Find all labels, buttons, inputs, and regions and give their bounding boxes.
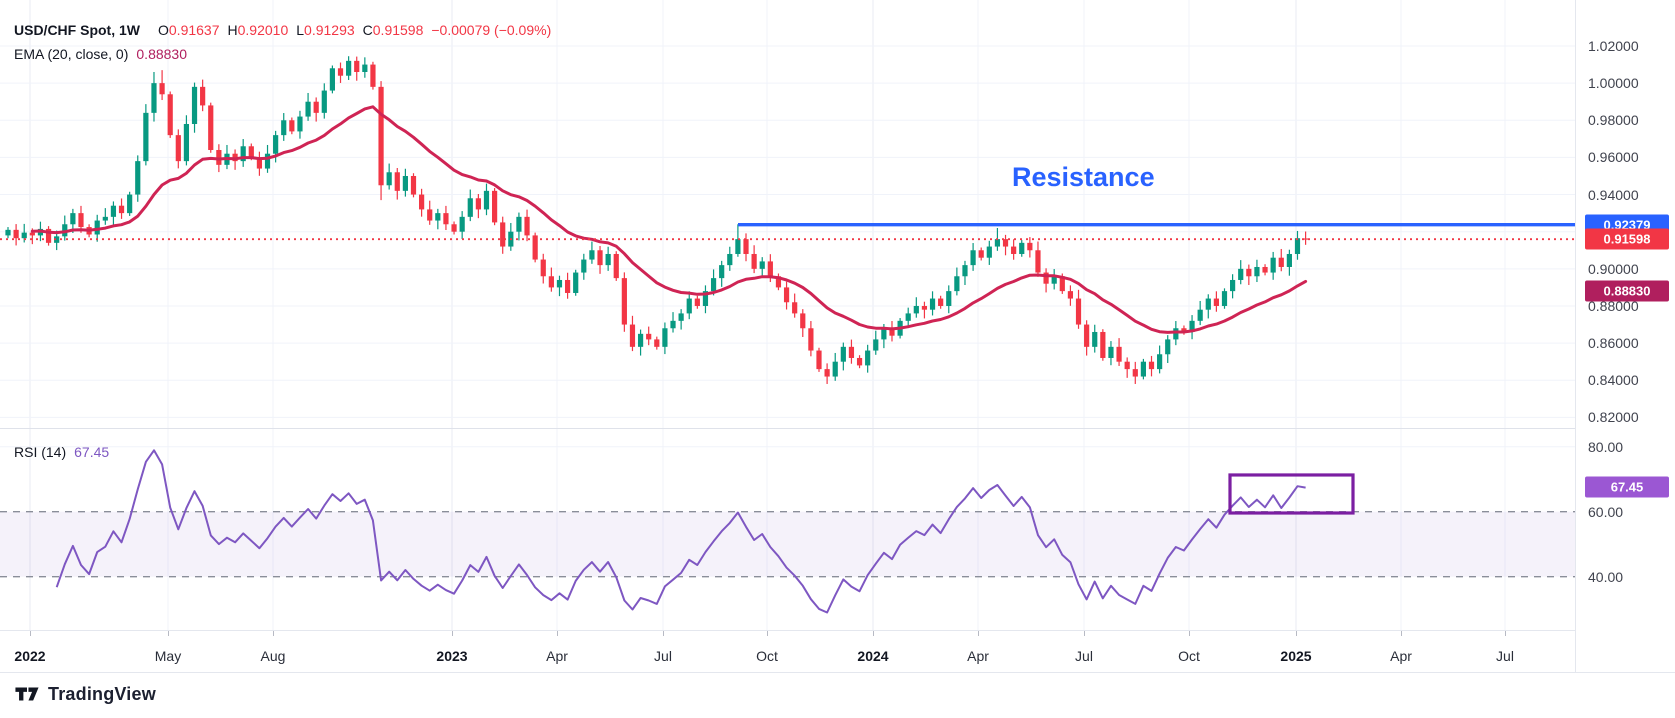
ema-price-badge: 0.88830 (1585, 280, 1669, 302)
rsi-value: 67.45 (74, 444, 110, 460)
time-axis-label: 2022 (14, 648, 46, 664)
time-axis[interactable]: 2022 May Aug 2023 Apr Jul Oct 2024 Apr Jul Oct 2025… (0, 630, 1575, 673)
high-value: 0.92010 (237, 22, 289, 38)
time-axis-label: Jul (1075, 648, 1093, 664)
time-axis-label: 2024 (857, 648, 889, 664)
time-axis-label: Oct (756, 648, 778, 664)
rsi-pane[interactable] (0, 428, 1575, 630)
symbol-title[interactable]: USD/CHF Spot, 1W (14, 22, 140, 38)
low-value: 0.91293 (304, 22, 355, 38)
price-tick-label: 0.86000 (1588, 335, 1639, 352)
time-axis-tick (168, 631, 169, 636)
time-axis-tick (1084, 631, 1085, 636)
time-axis-tick (273, 631, 274, 636)
price-tick-label: 0.82000 (1588, 409, 1639, 426)
price-pane-canvas[interactable] (0, 0, 1575, 428)
pane-separator[interactable] (0, 428, 1575, 429)
price-tick-label: 0.96000 (1588, 149, 1639, 166)
time-axis-tick (1296, 631, 1297, 636)
time-axis-tick (767, 631, 768, 636)
price-tick-label: 0.90000 (1588, 260, 1639, 277)
price-tick-label: 1.00000 (1588, 75, 1639, 92)
time-axis-label: Apr (546, 648, 568, 664)
time-axis-label: Apr (1390, 648, 1412, 664)
ema-value: 0.88830 (136, 46, 187, 62)
time-axis-tick (978, 631, 979, 636)
time-axis-tick (452, 631, 453, 636)
tradingview-logo-icon (15, 687, 39, 701)
rsi-legend[interactable]: RSI (14) 67.45 (14, 444, 109, 460)
time-axis-tick (663, 631, 664, 636)
tradingview-wordmark: TradingView (48, 683, 156, 704)
time-axis-label: Jul (1496, 648, 1514, 664)
time-axis-tick (557, 631, 558, 636)
rsi-tick-label: 60.00 (1588, 503, 1624, 520)
resistance-annotation-label[interactable]: Resistance (1012, 162, 1155, 192)
rsi-pane-canvas[interactable] (0, 428, 1575, 630)
time-axis-tick (1505, 631, 1506, 636)
time-axis-label: 2025 (1280, 648, 1312, 664)
rsi-value-badge: 67.45 (1585, 476, 1669, 498)
close-key: C (362, 22, 373, 38)
rsi-tick-label: 80.00 (1588, 438, 1624, 455)
time-axis-label: Aug (260, 648, 286, 664)
price-axis[interactable]: 1.02000 1.00000 0.98000 0.96000 0.94000 0.900… (1575, 0, 1675, 672)
price-tick-label: 0.98000 (1588, 112, 1639, 129)
time-axis-label: Apr (967, 648, 989, 664)
price-tick-label: 0.94000 (1588, 186, 1639, 203)
symbol-legend[interactable]: USD/CHF Spot, 1W O0.91637 H0.92010 L0.91293… (14, 22, 551, 38)
change-value: −0.00079 (−0.09%) (431, 22, 552, 38)
tradingview-logo[interactable]: TradingView (14, 683, 156, 705)
price-pane[interactable]: Resistance (0, 0, 1575, 428)
ema-legend[interactable]: EMA (20, close, 0) 0.88830 (14, 46, 187, 62)
time-axis-tick (873, 631, 874, 636)
time-axis-label: Jul (654, 648, 672, 664)
rsi-tick-label: 40.00 (1588, 568, 1624, 585)
low-key: L (296, 22, 305, 38)
close-value: 0.91598 (372, 22, 424, 38)
price-tick-label: 1.02000 (1588, 38, 1639, 54)
time-axis-label: Oct (1178, 648, 1200, 664)
time-axis-label: May (154, 648, 182, 664)
time-axis-tick (1189, 631, 1190, 636)
footer-bar: TradingView (0, 672, 1675, 718)
time-axis-label: 2023 (436, 648, 468, 664)
rsi-label: RSI (14) (14, 444, 67, 460)
time-axis-tick (30, 631, 31, 636)
high-key: H (227, 22, 238, 38)
time-axis-tick (1401, 631, 1402, 636)
open-value: 0.91637 (168, 22, 220, 38)
ema-label: EMA (20, close, 0) (14, 46, 129, 62)
last-price-badge: 0.91598 (1585, 228, 1669, 250)
price-tick-label: 0.84000 (1588, 372, 1639, 389)
price-tick-label: 0.88000 (1588, 297, 1639, 314)
open-key: O (158, 22, 169, 38)
